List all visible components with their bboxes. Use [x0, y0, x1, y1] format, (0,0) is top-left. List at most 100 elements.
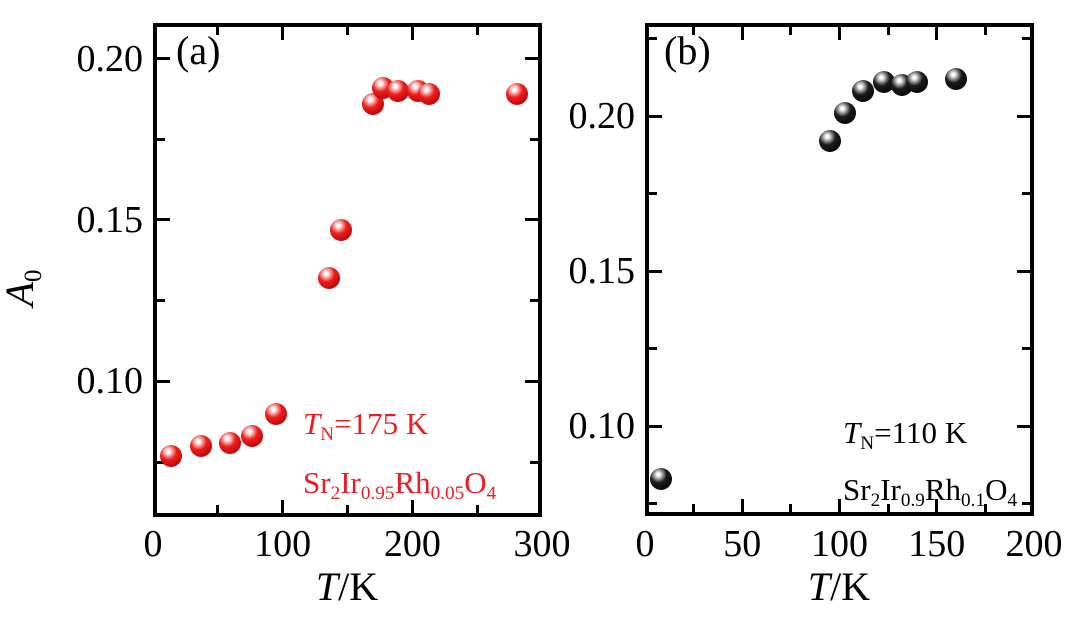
text-fragment: 2 [870, 490, 881, 512]
text-fragment: O [985, 472, 1008, 508]
x-tick-top [740, 27, 744, 40]
y-tick-right [525, 218, 538, 222]
text-fragment: Sr [843, 472, 871, 508]
x-tick-top [281, 27, 285, 40]
plot-area [153, 23, 542, 517]
data-point [834, 101, 857, 124]
x-tick [692, 504, 696, 512]
y-tick-label: 0.20 [568, 95, 636, 138]
y-tick-right [1022, 502, 1030, 506]
x-tick-top [475, 27, 479, 35]
text-fragment: Sr [303, 465, 331, 501]
data-point [218, 431, 241, 454]
annotation-block: TN=175 K Sr2Ir0.95Rh0.05O4 [303, 400, 496, 518]
x-tick-top [346, 27, 349, 35]
y-tick [649, 114, 662, 118]
text-fragment: 0.9 [900, 490, 925, 512]
text-fragment: =110 K [874, 415, 968, 450]
data-point [418, 83, 441, 106]
data-point [240, 425, 263, 448]
x-tick-top [886, 27, 890, 35]
x-tick-label: 100 [254, 523, 312, 565]
x-tick [281, 500, 285, 513]
y-tick [157, 299, 165, 303]
panel-corner-label: (b) [664, 28, 711, 73]
x-tick [838, 499, 841, 512]
text-fragment: 0.95 [360, 483, 395, 505]
text-fragment: 0.05 [430, 483, 465, 505]
x-tick-label: 150 [908, 523, 966, 565]
y-tick [157, 218, 170, 222]
annotation-line: Sr2Ir0.95Rh0.05O4 [303, 459, 496, 518]
data-point [945, 67, 968, 90]
data-point [265, 402, 288, 425]
text-fragment: Ir [340, 465, 361, 501]
y-tick-label: 0.20 [76, 37, 144, 80]
x-tick-top [935, 27, 939, 40]
text-fragment: 4 [1007, 490, 1018, 512]
y-tick-label: 0.10 [76, 360, 144, 403]
y-tick-right [1022, 37, 1030, 40]
y-tick-right [1017, 269, 1030, 273]
x-tick [983, 504, 987, 512]
x-tick-top [410, 27, 414, 40]
text-fragment: 4 [486, 483, 497, 505]
text-fragment: Rh [924, 472, 962, 508]
x-tick-label: 0 [143, 523, 163, 565]
x-tick-top [692, 27, 696, 35]
x-tick [935, 499, 939, 512]
data-point [851, 80, 874, 103]
text-fragment: N [860, 433, 875, 455]
y-tick-right [1017, 424, 1030, 428]
data-point [189, 434, 212, 457]
data-point [873, 70, 896, 93]
y-tick [649, 269, 662, 273]
x-tick-top [216, 27, 220, 35]
x-tick-label: 200 [383, 523, 441, 565]
annotation-line: TN=175 K [303, 400, 496, 459]
text-fragment: T [807, 564, 831, 609]
y-tick-right [1022, 192, 1030, 196]
x-tick-top [983, 27, 987, 35]
y-tick-label: 0.15 [76, 198, 144, 241]
x-axis-label: T/K [739, 566, 939, 608]
text-fragment: 0.1 [961, 490, 986, 512]
x-tick-top [838, 27, 841, 40]
annotation-line: TN=110 K [843, 410, 1017, 467]
x-tick [789, 504, 793, 512]
text-fragment: =175 K [334, 406, 429, 441]
y-tick [649, 502, 657, 506]
x-tick-label: 200 [1005, 523, 1063, 565]
data-point [387, 79, 410, 102]
x-tick [346, 505, 349, 513]
x-tick-label: 100 [811, 523, 868, 565]
y-tick-right [1017, 114, 1030, 118]
x-tick [475, 505, 479, 513]
data-point [649, 467, 672, 490]
annotation-line: Sr2Ir0.9Rh0.1O4 [843, 467, 1017, 524]
text-fragment: /K [338, 564, 379, 609]
text-fragment: /K [830, 564, 871, 609]
y-tick [649, 192, 657, 196]
data-point [160, 444, 183, 467]
x-tick-label: 0 [635, 523, 655, 565]
data-point [330, 218, 353, 241]
y-tick-right [530, 299, 538, 303]
y-tick [157, 57, 170, 61]
text-fragment: Rh [394, 465, 431, 501]
x-tick [740, 499, 744, 512]
text-fragment: T [843, 415, 861, 450]
data-point [318, 267, 341, 290]
text-fragment: 0 [19, 269, 47, 282]
x-axis-label: T/K [247, 566, 447, 608]
text-fragment: T [303, 406, 321, 441]
y-tick [649, 347, 657, 351]
y-tick-right [530, 137, 538, 141]
text-fragment: 2 [330, 483, 341, 505]
text-fragment: N [320, 424, 335, 446]
annotation-block: TN=110 K Sr2Ir0.9Rh0.1O4 [843, 410, 1017, 524]
x-tick-label: 300 [513, 523, 571, 565]
y-tick-right [530, 460, 538, 464]
x-tick-top [789, 27, 793, 35]
